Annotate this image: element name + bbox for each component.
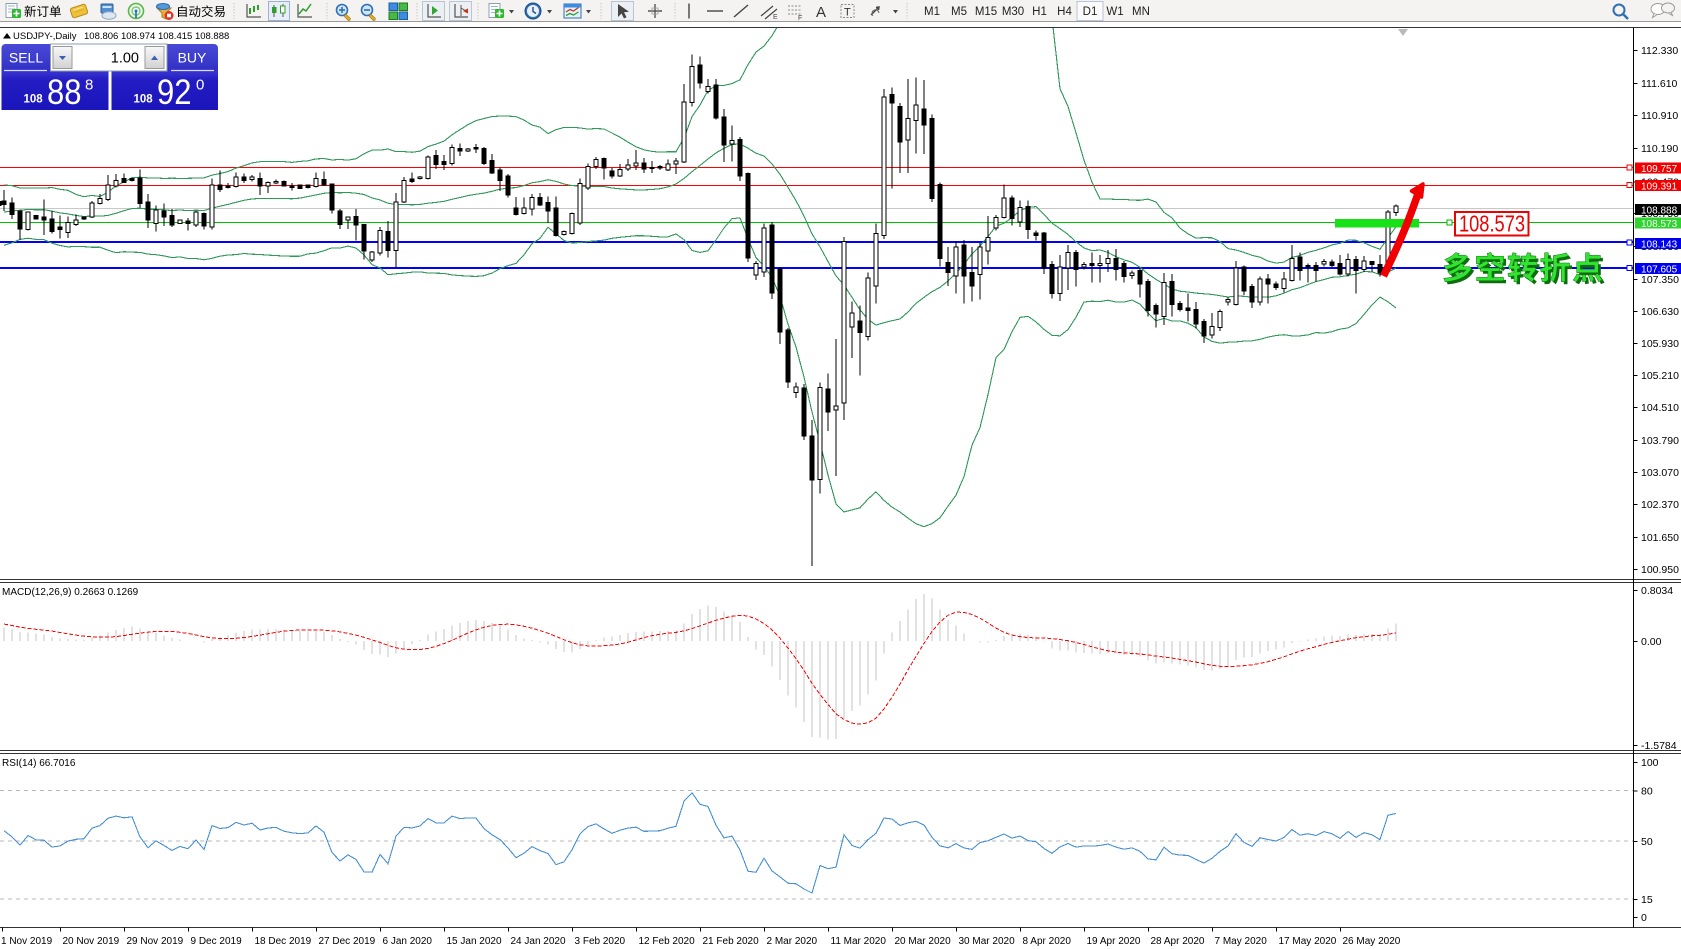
svg-text:101.650: 101.650 <box>1641 532 1679 544</box>
svg-text:108.888: 108.888 <box>1641 205 1678 216</box>
svg-text:8 Apr 2020: 8 Apr 2020 <box>1023 936 1072 947</box>
svg-text:M5: M5 <box>951 6 967 18</box>
svg-text:9 Dec 2019: 9 Dec 2019 <box>191 936 243 947</box>
svg-text:108.806 108.974 108.415 108.88: 108.806 108.974 108.415 108.888 <box>84 31 229 42</box>
svg-text:105.930: 105.930 <box>1641 338 1679 350</box>
svg-text:12 Feb 2020: 12 Feb 2020 <box>639 936 696 947</box>
svg-text:W1: W1 <box>1106 6 1123 18</box>
svg-text:H4: H4 <box>1057 6 1072 18</box>
svg-text:RSI(14) 66.7016: RSI(14) 66.7016 <box>2 758 76 769</box>
svg-text:SELL: SELL <box>9 50 43 66</box>
svg-text:100: 100 <box>1641 757 1659 769</box>
svg-text:80: 80 <box>1641 786 1653 798</box>
svg-text:28 Apr 2020: 28 Apr 2020 <box>1151 936 1205 947</box>
svg-text:3 Feb 2020: 3 Feb 2020 <box>575 936 626 947</box>
svg-text:110.190: 110.190 <box>1641 143 1678 155</box>
svg-text:26 May 2020: 26 May 2020 <box>1343 936 1401 947</box>
svg-text:108: 108 <box>134 94 154 106</box>
svg-text:106.630: 106.630 <box>1641 306 1679 318</box>
svg-text:103.790: 103.790 <box>1641 435 1679 447</box>
svg-text:MN: MN <box>1132 6 1150 18</box>
svg-text:20 Mar 2020: 20 Mar 2020 <box>895 936 952 947</box>
svg-text:102.370: 102.370 <box>1641 499 1679 511</box>
svg-text:17 May 2020: 17 May 2020 <box>1279 936 1337 947</box>
svg-text:15 Jan 2020: 15 Jan 2020 <box>447 936 502 947</box>
svg-text:T: T <box>844 7 851 19</box>
svg-text:108: 108 <box>24 94 44 106</box>
svg-text:USDJPY-,Daily: USDJPY-,Daily <box>13 31 77 42</box>
svg-text:107.350: 107.350 <box>1641 274 1679 286</box>
svg-text:109.757: 109.757 <box>1641 164 1678 175</box>
svg-text:108.573: 108.573 <box>1459 211 1525 237</box>
svg-text:107.605: 107.605 <box>1641 264 1678 275</box>
svg-text:7 May 2020: 7 May 2020 <box>1215 936 1268 947</box>
svg-text:92: 92 <box>157 73 192 112</box>
svg-text:M30: M30 <box>1002 6 1024 18</box>
svg-text:109.391: 109.391 <box>1641 181 1678 192</box>
svg-text:111.610: 111.610 <box>1641 78 1678 90</box>
svg-text:F: F <box>798 15 802 22</box>
svg-text:A: A <box>816 4 826 21</box>
svg-text:BUY: BUY <box>178 50 207 66</box>
svg-text:29 Nov 2019: 29 Nov 2019 <box>127 936 184 947</box>
svg-text:6 Jan 2020: 6 Jan 2020 <box>383 936 433 947</box>
svg-text:108.143: 108.143 <box>1641 239 1678 250</box>
svg-text:105.210: 105.210 <box>1641 370 1679 382</box>
svg-text:19 Apr 2020: 19 Apr 2020 <box>1087 936 1141 947</box>
svg-text:1 Nov 2019: 1 Nov 2019 <box>1 936 53 947</box>
svg-text:21 Feb 2020: 21 Feb 2020 <box>703 936 760 947</box>
svg-text:-1.5784: -1.5784 <box>1641 740 1677 752</box>
svg-text:0.8034: 0.8034 <box>1641 585 1673 597</box>
svg-text:D1: D1 <box>1083 6 1098 18</box>
svg-text:112.330: 112.330 <box>1641 45 1678 57</box>
svg-text:11 Mar 2020: 11 Mar 2020 <box>831 936 887 947</box>
svg-text:0: 0 <box>196 77 204 94</box>
svg-text:110.910: 110.910 <box>1641 110 1678 122</box>
svg-text:15: 15 <box>1641 894 1653 906</box>
svg-text:8: 8 <box>85 77 93 94</box>
svg-text:2 Mar 2020: 2 Mar 2020 <box>767 936 818 947</box>
svg-text:104.510: 104.510 <box>1641 402 1679 414</box>
svg-text:MACD(12,26,9) 0.2663 0.1269: MACD(12,26,9) 0.2663 0.1269 <box>2 587 139 598</box>
svg-text:M15: M15 <box>975 6 997 18</box>
svg-text:24 Jan 2020: 24 Jan 2020 <box>511 936 566 947</box>
svg-text:20 Nov 2019: 20 Nov 2019 <box>63 936 120 947</box>
svg-text:1.00: 1.00 <box>111 51 139 67</box>
svg-text:0.00: 0.00 <box>1641 636 1662 648</box>
svg-text:103.070: 103.070 <box>1641 467 1679 479</box>
svg-text:100.950: 100.950 <box>1641 564 1679 576</box>
svg-text:27 Dec 2019: 27 Dec 2019 <box>319 936 376 947</box>
svg-text:H1: H1 <box>1032 6 1047 18</box>
svg-text:0: 0 <box>1641 912 1647 924</box>
svg-text:30 Mar 2020: 30 Mar 2020 <box>959 936 1016 947</box>
svg-text:E: E <box>773 14 778 21</box>
svg-text:88: 88 <box>47 73 82 112</box>
svg-text:18 Dec 2019: 18 Dec 2019 <box>255 936 312 947</box>
svg-text:50: 50 <box>1641 836 1653 848</box>
svg-text:M1: M1 <box>924 6 940 18</box>
svg-text:108.573: 108.573 <box>1641 219 1678 230</box>
